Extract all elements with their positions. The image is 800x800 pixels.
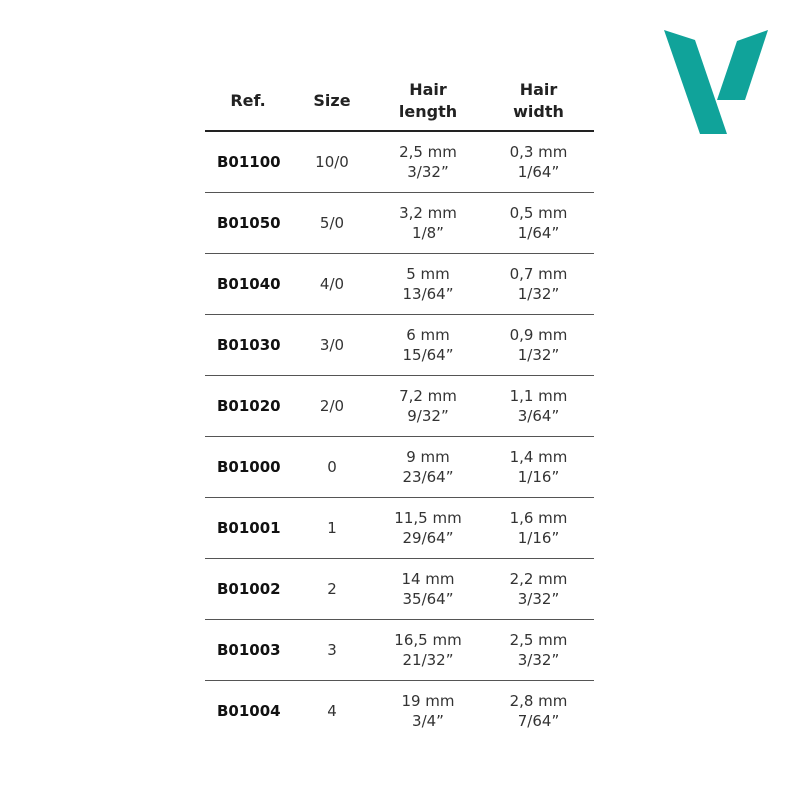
width-inch: 1/64”: [517, 163, 560, 181]
table-row: B01002 2 14 mm 35/64” 2,2 mm 3/32”: [205, 558, 594, 620]
length-inch: 9/32”: [407, 407, 449, 425]
header-hair-length: Hair length: [373, 72, 483, 132]
logo-left-stroke: [664, 30, 727, 134]
length-mm: 16,5 mm: [394, 630, 462, 649]
cell-hair-width: 0,5 mm 1/64”: [483, 192, 594, 254]
cell-ref: B01004: [217, 701, 281, 720]
cell-ref: B01020: [205, 375, 291, 437]
width-mm: 0,7 mm: [509, 264, 568, 283]
cell-hair-width: 2,2 mm 3/32”: [483, 558, 594, 620]
length-inch: 15/64”: [402, 346, 454, 364]
width-inch: 7/64”: [517, 712, 560, 730]
width-mm: 2,5 mm: [509, 630, 568, 649]
length-inch: 23/64”: [402, 468, 454, 486]
brand-logo: [664, 30, 768, 134]
length-mm: 3,2 mm: [399, 203, 457, 222]
cell-size: 3: [291, 619, 373, 681]
length-mm: 9 mm: [406, 447, 450, 466]
width-inch: 3/64”: [517, 407, 560, 425]
hair-size-table: Ref. Size Hair length Hair width B01100 10/…: [205, 72, 594, 741]
cell-size: 4: [327, 701, 337, 720]
table-row: B01100 10/0 2,5 mm 3/32” 0,3 mm 1/64”: [205, 131, 594, 193]
width-inch: 3/32”: [517, 651, 560, 669]
cell-hair-width: 0,3 mm 1/64”: [483, 131, 594, 193]
length-inch: 21/32”: [402, 651, 454, 669]
cell-hair-width: 2,8 mm 7/64”: [483, 681, 594, 742]
length-mm: 7,2 mm: [399, 386, 457, 405]
width-inch: 1/64”: [517, 224, 560, 242]
cell-size: 1: [291, 497, 373, 559]
length-inch: 1/8”: [412, 224, 444, 242]
width-mm: 2,2 mm: [509, 569, 568, 588]
length-inch: 13/64”: [402, 285, 454, 303]
length-mm: 6 mm: [406, 325, 450, 344]
width-mm: 2,8 mm: [509, 691, 568, 710]
width-mm: 1,6 mm: [509, 508, 568, 527]
width-mm: 0,5 mm: [509, 203, 568, 222]
cell-size: 10/0: [291, 131, 373, 193]
length-mm: 2,5 mm: [399, 142, 457, 161]
cell-size: 2/0: [291, 375, 373, 437]
cell-size: 4/0: [291, 253, 373, 315]
table-row: B01020 2/0 7,2 mm 9/32” 1,1 mm 3/64”: [205, 375, 594, 437]
cell-size: 5/0: [291, 192, 373, 254]
header-ref: Ref.: [205, 72, 291, 132]
cell-ref: B01000: [205, 436, 291, 498]
logo-right-stroke: [717, 30, 768, 100]
cell-ref: B01100: [205, 131, 291, 193]
table-row: B01003 3 16,5 mm 21/32” 2,5 mm 3/32”: [205, 619, 594, 681]
width-mm: 1,4 mm: [509, 447, 568, 466]
cell-ref: B01003: [205, 619, 291, 681]
table-row: B01004 4 19 mm 3/4” 2,8 mm 7/64”: [205, 681, 594, 742]
cell-hair-width: 1,4 mm 1/16”: [483, 436, 594, 498]
cell-hair-length: 11,5 mm 29/64”: [373, 497, 483, 559]
cell-hair-length: 19 mm 3/4”: [373, 681, 483, 742]
cell-hair-width: 2,5 mm 3/32”: [483, 619, 594, 681]
length-mm: 11,5 mm: [394, 508, 462, 527]
cell-size: 0: [291, 436, 373, 498]
cell-size: 2: [291, 558, 373, 620]
width-inch: 1/32”: [517, 346, 560, 364]
cell-hair-length: 7,2 mm 9/32”: [373, 375, 483, 437]
width-mm: 1,1 mm: [509, 386, 568, 405]
width-mm: 0,3 mm: [509, 142, 568, 161]
length-inch: 35/64”: [402, 590, 454, 608]
length-inch: 3/32”: [407, 163, 449, 181]
table-header-row: Ref. Size Hair length Hair width: [205, 72, 594, 132]
cell-hair-length: 5 mm 13/64”: [373, 253, 483, 315]
length-inch: 3/4”: [412, 712, 444, 730]
cell-ref: B01002: [205, 558, 291, 620]
table-row: B01050 5/0 3,2 mm 1/8” 0,5 mm 1/64”: [205, 192, 594, 254]
cell-hair-width: 1,6 mm 1/16”: [483, 497, 594, 559]
length-mm: 5 mm: [406, 264, 450, 283]
cell-hair-width: 0,7 mm 1/32”: [483, 253, 594, 315]
cell-ref: B01001: [205, 497, 291, 559]
cell-hair-length: 6 mm 15/64”: [373, 314, 483, 376]
width-inch: 1/16”: [517, 468, 560, 486]
cell-hair-length: 9 mm 23/64”: [373, 436, 483, 498]
header-size: Size: [291, 72, 373, 132]
width-mm: 0,9 mm: [509, 325, 568, 344]
cell-ref: B01040: [205, 253, 291, 315]
cell-hair-length: 3,2 mm 1/8”: [373, 192, 483, 254]
header-hair-width: Hair width: [483, 72, 594, 132]
table-row: B01000 0 9 mm 23/64” 1,4 mm 1/16”: [205, 436, 594, 498]
length-inch: 29/64”: [402, 529, 454, 547]
table-row: B01030 3/0 6 mm 15/64” 0,9 mm 1/32”: [205, 314, 594, 376]
table-row: B01001 1 11,5 mm 29/64” 1,6 mm 1/16”: [205, 497, 594, 559]
length-mm: 14 mm: [401, 569, 455, 588]
cell-hair-length: 14 mm 35/64”: [373, 558, 483, 620]
cell-size: 3/0: [291, 314, 373, 376]
cell-ref: B01050: [205, 192, 291, 254]
cell-hair-length: 16,5 mm 21/32”: [373, 619, 483, 681]
cell-ref: B01030: [205, 314, 291, 376]
cell-hair-width: 1,1 mm 3/64”: [483, 375, 594, 437]
length-mm: 19 mm: [401, 691, 455, 710]
width-inch: 1/32”: [517, 285, 560, 303]
width-inch: 1/16”: [517, 529, 560, 547]
cell-hair-width: 0,9 mm 1/32”: [483, 314, 594, 376]
width-inch: 3/32”: [517, 590, 560, 608]
table-row: B01040 4/0 5 mm 13/64” 0,7 mm 1/32”: [205, 253, 594, 315]
cell-hair-length: 2,5 mm 3/32”: [373, 131, 483, 193]
